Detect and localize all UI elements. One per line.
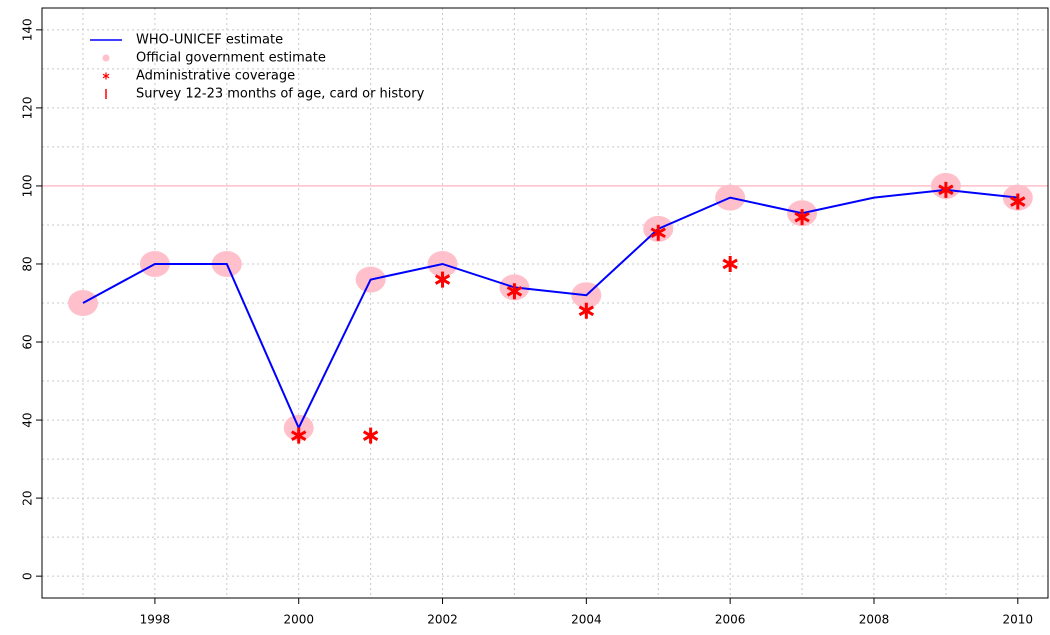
y-tick-label: 60: [21, 334, 35, 349]
y-tick-label: 20: [21, 490, 35, 505]
plot-frame: [41, 7, 1049, 599]
admin-point: [291, 427, 307, 444]
y-tick-label: 80: [21, 256, 35, 271]
x-tick-label: 1998: [140, 613, 171, 627]
x-tick-label: 2008: [859, 613, 890, 627]
x-tick-label: 2002: [427, 613, 458, 627]
y-tick-label: 140: [21, 18, 35, 41]
y-tick-label: 120: [21, 96, 35, 119]
admin-point: [722, 255, 738, 272]
y-tick-label: 40: [21, 412, 35, 427]
admin-point: [1010, 193, 1026, 210]
admin-point: [794, 209, 810, 226]
x-tick-label: 2006: [715, 613, 746, 627]
admin-point: [938, 181, 954, 198]
legend-item: Official government estimate: [102, 51, 326, 66]
series-line: [82, 188, 1018, 431]
x-tick-label: 2000: [283, 613, 314, 627]
legend-label: Official government estimate: [136, 51, 326, 66]
legend-item: Administrative coverage: [102, 69, 295, 84]
admin-point: [506, 283, 523, 300]
admin-point: [650, 224, 666, 241]
legend-label: Administrative coverage: [136, 69, 295, 84]
admin-point: [578, 302, 595, 319]
legend-swatch: [102, 54, 110, 62]
y-tick-label: 0: [21, 572, 35, 580]
admin-point: [362, 427, 379, 444]
legend-item: Survey 12-23 months of age, card or hist…: [105, 87, 425, 102]
x-tick-label: 2010: [1003, 613, 1034, 627]
legend-label: WHO-UNICEF estimate: [136, 33, 283, 48]
admin-point: [434, 271, 451, 288]
legend-label: Survey 12-23 months of age, card or hist…: [136, 87, 425, 102]
x-tick-label: 2004: [571, 613, 602, 627]
legend-swatch: [102, 72, 110, 80]
legend-item: WHO-UNICEF estimate: [90, 33, 283, 48]
y-tick-label: 100: [21, 174, 35, 197]
